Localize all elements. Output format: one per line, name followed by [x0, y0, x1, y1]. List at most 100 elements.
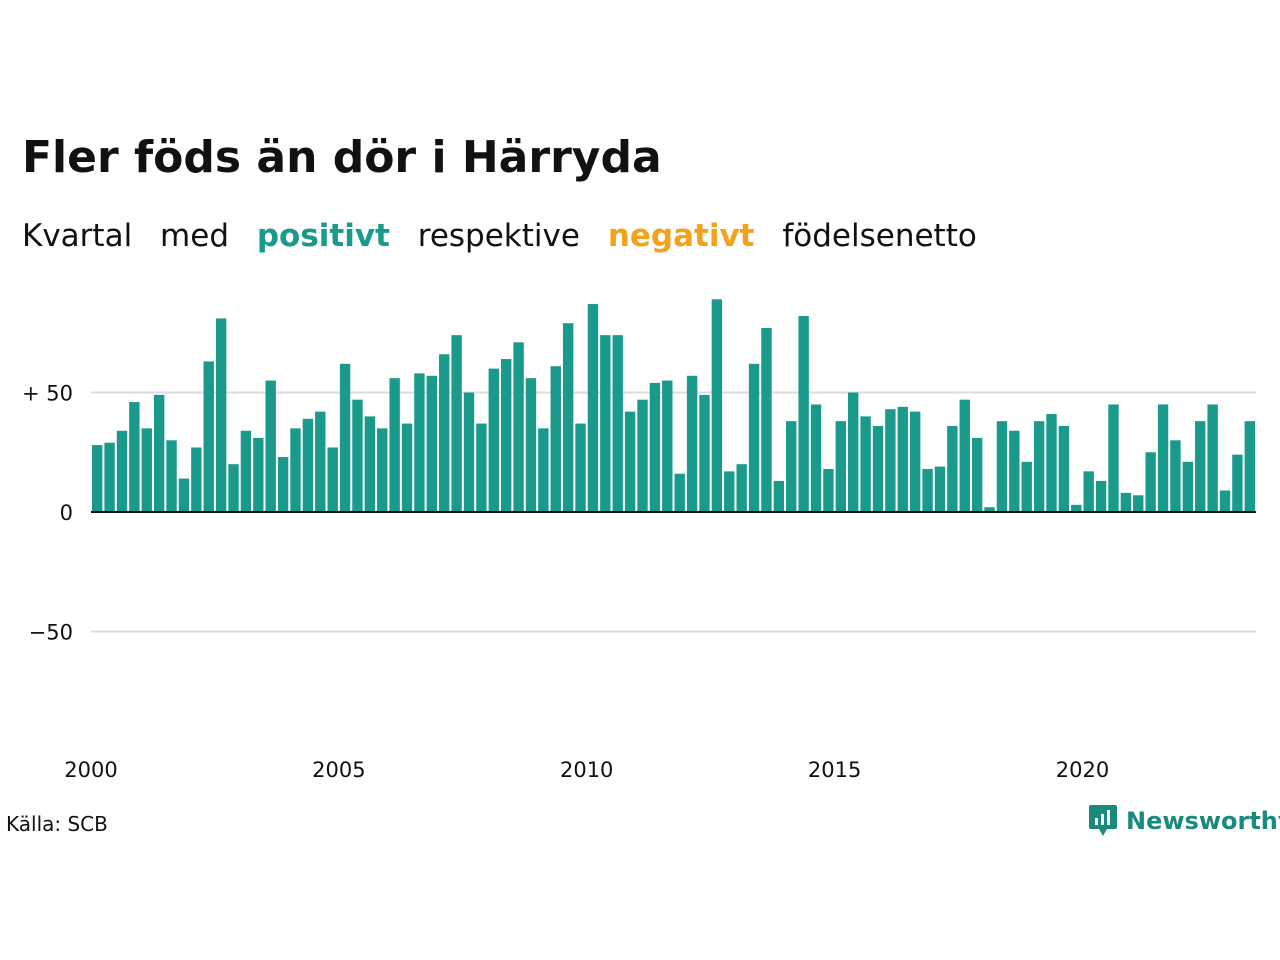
- bar: [488, 368, 499, 512]
- bar: [414, 373, 425, 512]
- bar: [426, 375, 438, 512]
- bar: [141, 428, 152, 512]
- bar: [575, 423, 586, 512]
- bar: [513, 342, 524, 512]
- x-tick-label: 2015: [808, 758, 861, 782]
- bar: [724, 471, 735, 512]
- bar: [203, 361, 214, 512]
- bar: [1182, 461, 1194, 512]
- bar: [1095, 480, 1107, 512]
- bar: [624, 411, 636, 512]
- bar: [1232, 454, 1243, 512]
- bar: [1195, 421, 1206, 512]
- bar: [699, 394, 710, 512]
- bar: [327, 447, 338, 512]
- bar: [1145, 452, 1156, 512]
- bar: [377, 428, 388, 512]
- bar: [228, 464, 239, 512]
- bar: [637, 399, 648, 512]
- bar: [1083, 471, 1094, 512]
- bar: [786, 421, 797, 512]
- subtitle-word-fodelsenetto: födelsenetto: [782, 218, 977, 254]
- bar: [153, 394, 165, 512]
- bar: [1058, 425, 1070, 512]
- source-note: Källa: SCB: [6, 812, 108, 836]
- bar: [178, 478, 190, 512]
- bar: [302, 418, 314, 512]
- bar: [352, 399, 363, 512]
- bar: [1120, 492, 1132, 512]
- bar: [823, 468, 834, 512]
- newsworthy-logo-icon: [1089, 805, 1117, 836]
- bar: [116, 430, 128, 512]
- x-tick-label: 2000: [64, 758, 117, 782]
- subtitle-word-med: med: [160, 218, 229, 254]
- bar: [835, 421, 847, 512]
- bar: [810, 404, 822, 512]
- bar: [1219, 490, 1231, 512]
- bar: [550, 366, 561, 512]
- subtitle-positive-legend: positivt: [256, 218, 390, 254]
- bar: [860, 416, 871, 512]
- bar: [476, 423, 487, 512]
- bar: [104, 442, 115, 512]
- bar: [439, 354, 450, 512]
- y-tick-label: 0: [60, 501, 73, 525]
- bar: [1071, 504, 1082, 512]
- x-tick-label: 2020: [1056, 758, 1109, 782]
- y-tick-label: −50: [29, 621, 73, 645]
- bar: [872, 425, 884, 512]
- subtitle-word-respektive: respektive: [417, 218, 580, 254]
- subtitle-negative-legend: negativt: [607, 218, 755, 254]
- bar: [290, 428, 301, 512]
- bar: [587, 304, 599, 512]
- y-tick-label: + 50: [22, 382, 73, 406]
- bar: [885, 409, 896, 512]
- bar: [761, 327, 772, 512]
- bar: [525, 378, 537, 512]
- bar: [674, 473, 685, 512]
- bar-chart: + 50 0 −50 2000 2005 2010 2015 2020: [22, 299, 1256, 782]
- bar: [897, 406, 908, 512]
- bar: [215, 318, 227, 512]
- chart-title: Fler föds än dör i Härryda: [22, 132, 662, 183]
- bar: [649, 382, 661, 512]
- bar: [996, 421, 1008, 512]
- bar: [339, 363, 351, 512]
- bar: [971, 437, 983, 512]
- bar: [686, 375, 698, 512]
- bar: [934, 466, 946, 512]
- brand-name: Newsworthy: [1126, 807, 1280, 835]
- bar: [947, 425, 958, 512]
- bar: [1157, 404, 1169, 512]
- bar: [562, 323, 574, 512]
- bar: [166, 440, 177, 512]
- bar: [191, 447, 202, 512]
- bar: [711, 299, 723, 512]
- newsworthy-logo: Newsworthy: [1088, 803, 1280, 839]
- bar: [922, 468, 933, 512]
- bar: [848, 392, 859, 512]
- chart-subtitle: Kvartal med positivt respektive negativt…: [22, 218, 995, 254]
- bar: [748, 363, 760, 512]
- bar: [253, 437, 264, 512]
- bar: [401, 423, 413, 512]
- bar: [1021, 461, 1032, 512]
- bar: [1046, 414, 1057, 512]
- bar: [909, 411, 921, 512]
- bar: [277, 457, 289, 512]
- bar: [1207, 404, 1218, 512]
- bar: [1108, 404, 1119, 512]
- bar: [612, 335, 623, 512]
- bar: [600, 335, 611, 512]
- bar: [500, 359, 512, 512]
- subtitle-word-kvartal: Kvartal: [22, 218, 133, 254]
- bar: [798, 316, 809, 512]
- bar: [240, 430, 252, 512]
- bar: [265, 380, 276, 512]
- bar: [1009, 430, 1020, 512]
- bar: [1133, 495, 1144, 512]
- bar: [1170, 440, 1181, 512]
- bar: [315, 411, 326, 512]
- bar: [538, 428, 549, 512]
